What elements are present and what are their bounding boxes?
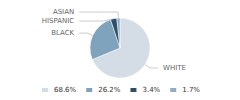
- svg-text:ASIAN: ASIAN: [53, 8, 74, 16]
- svg-text:68.6%: 68.6%: [54, 86, 77, 94]
- svg-text:3.4%: 3.4%: [142, 86, 160, 94]
- svg-text:BLACK: BLACK: [51, 29, 74, 37]
- svg-text:HISPANIC: HISPANIC: [42, 17, 75, 25]
- svg-text:WHITE: WHITE: [163, 64, 186, 72]
- svg-text:1.7%: 1.7%: [182, 86, 200, 94]
- svg-text:26.2%: 26.2%: [98, 86, 121, 94]
